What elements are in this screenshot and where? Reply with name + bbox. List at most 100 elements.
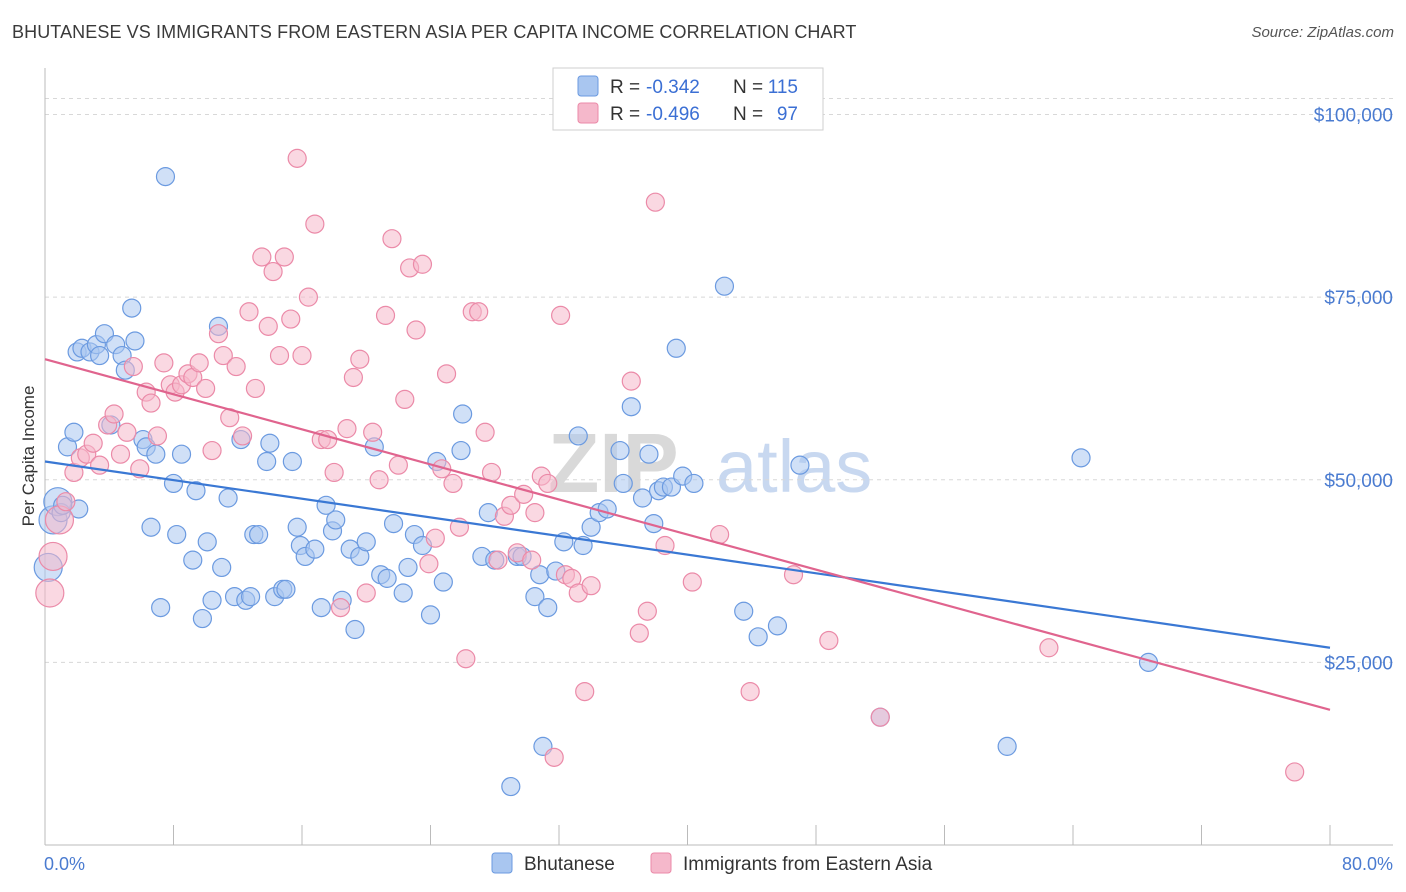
point-immigrants (436, 364, 457, 384)
trend-lines (44, 358, 1331, 711)
point-immigrants (501, 495, 521, 515)
point-bhutanese (171, 444, 192, 464)
point-immigrants (475, 422, 495, 442)
point-bhutanese (183, 550, 203, 570)
point-bhutanese (790, 455, 810, 475)
point-bhutanese (398, 557, 418, 578)
point-immigrants (245, 378, 266, 399)
point-bhutanese (260, 433, 280, 453)
point-immigrants (538, 473, 558, 494)
point-bhutanese (383, 513, 404, 534)
point-bhutanese (632, 488, 653, 508)
legend-n-value-2: 97 (777, 104, 798, 125)
point-immigrants (425, 528, 445, 548)
point-immigrants (740, 681, 760, 702)
point-immigrants (544, 747, 564, 767)
point-bhutanese (151, 597, 171, 618)
point-immigrants (621, 371, 641, 391)
point-immigrants (154, 353, 174, 373)
point-immigrants (488, 550, 508, 570)
point-bhutanese (639, 444, 659, 464)
point-bhutanese (420, 605, 441, 625)
point-immigrants (330, 597, 351, 618)
point-immigrants (117, 422, 137, 442)
point-immigrants (629, 623, 649, 643)
point-immigrants (363, 422, 383, 442)
point-bhutanese (356, 532, 376, 552)
point-immigrants (382, 229, 402, 249)
point-immigrants (406, 320, 426, 340)
point-bhutanese (186, 481, 206, 501)
point-immigrants (252, 247, 272, 267)
point-bhutanese (90, 345, 110, 366)
point-bhutanese (1071, 448, 1091, 468)
point-bhutanese (451, 440, 471, 461)
point-immigrants (239, 302, 259, 322)
point-immigrants (682, 572, 702, 592)
series-immigrants-eastern-asia (35, 148, 1305, 782)
grid-lines (45, 97, 1393, 663)
point-bhutanese (167, 524, 187, 545)
y-tick-label: $25,000 (1324, 653, 1393, 674)
point-immigrants (281, 309, 301, 329)
point-bhutanese (155, 167, 176, 187)
point-bhutanese (734, 601, 754, 621)
point-immigrants (525, 503, 545, 523)
point-bhutanese (305, 539, 325, 559)
point-immigrants (1285, 762, 1305, 782)
point-immigrants (263, 261, 283, 282)
point-bhutanese (326, 510, 346, 530)
point-bhutanese (453, 404, 473, 424)
point-immigrants (581, 576, 601, 596)
point-bhutanese (287, 517, 307, 537)
legend-bottom-swatch-blue (491, 852, 513, 874)
point-bhutanese (197, 532, 217, 552)
point-immigrants (419, 554, 439, 574)
point-bhutanese (146, 444, 166, 464)
point-immigrants (412, 254, 433, 274)
y-tick-label: $50,000 (1324, 471, 1393, 492)
point-bhutanese (433, 572, 453, 592)
point-immigrants (305, 214, 325, 234)
point-immigrants (208, 324, 229, 344)
point-immigrants (456, 649, 476, 669)
point-immigrants (356, 583, 376, 603)
point-immigrants (318, 429, 338, 450)
point-immigrants (522, 550, 542, 570)
point-bhutanese (538, 597, 558, 618)
point-bhutanese (249, 524, 269, 545)
point-immigrants (337, 419, 357, 439)
point-immigrants (324, 462, 344, 483)
point-immigrants (196, 378, 216, 399)
axes (44, 68, 1393, 846)
point-bhutanese (393, 583, 413, 603)
x-tick-label-min: 0.0% (44, 854, 85, 874)
point-bhutanese (282, 451, 302, 472)
point-bhutanese (192, 608, 213, 629)
point-bhutanese (997, 736, 1017, 756)
point-bhutanese (714, 276, 735, 296)
trend-line-bhutanese (44, 460, 1331, 649)
point-immigrants (147, 426, 168, 446)
point-immigrants (350, 349, 370, 369)
point-immigrants (274, 247, 294, 267)
point-immigrants (369, 470, 389, 490)
point-immigrants (226, 356, 246, 377)
point-bhutanese (478, 503, 498, 523)
legend-bottom-label-immigrants: Immigrants from Eastern Asia (683, 854, 933, 875)
legend-swatch-pink (577, 102, 599, 124)
point-bhutanese (202, 590, 222, 610)
point-bhutanese (501, 776, 521, 797)
point-immigrants (83, 433, 103, 453)
legend-swatch-blue (577, 75, 599, 97)
point-bhutanese (311, 597, 331, 618)
point-immigrants (637, 601, 657, 621)
point-immigrants (375, 305, 396, 326)
point-immigrants (1039, 638, 1059, 658)
point-bhutanese (610, 440, 630, 461)
point-immigrants (819, 630, 839, 651)
legend-n-label-2: N = (733, 104, 763, 125)
legend-n-label-1: N = (733, 77, 763, 98)
legend-bottom-label-bhutanese: Bhutanese (524, 854, 615, 875)
legend-r-value-1: -0.342 (646, 77, 700, 98)
